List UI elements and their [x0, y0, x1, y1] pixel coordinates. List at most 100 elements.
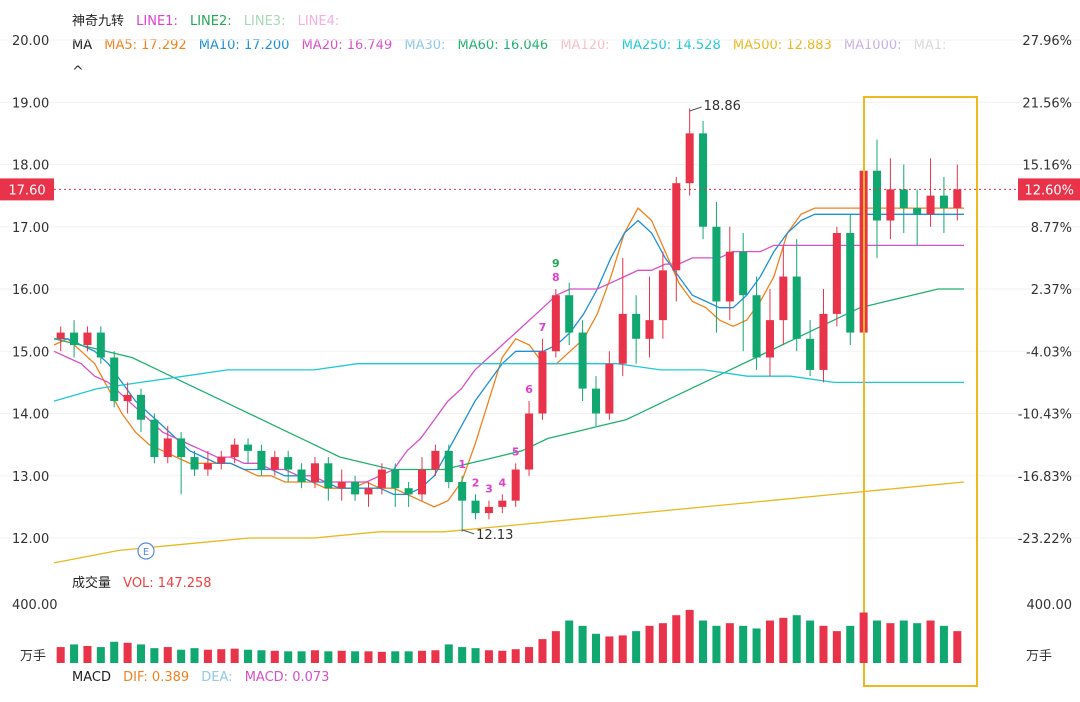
- volume-bar: [605, 636, 614, 663]
- event-marker-label: E: [143, 547, 149, 558]
- candle-body: [190, 457, 199, 470]
- volume-bar: [83, 646, 92, 663]
- candle-body: [310, 463, 319, 482]
- candle-body: [391, 469, 400, 489]
- ma120-label: MA120:: [560, 38, 610, 53]
- line3-label: LINE3:: [243, 14, 286, 29]
- volume-bar: [752, 628, 761, 663]
- volume-bar: [685, 609, 694, 663]
- ma1-label: MA1:: [913, 38, 947, 53]
- candle-body: [364, 488, 373, 495]
- volume-header: 成交量 VOL: 147.258: [72, 572, 220, 591]
- candle-body: [873, 170, 882, 221]
- candle-body: [203, 463, 212, 470]
- ma-title: MA: [72, 38, 93, 53]
- volume-title: 成交量: [72, 576, 112, 591]
- macd-title: MACD: [72, 670, 111, 685]
- volume-bar: [297, 651, 306, 663]
- current-price-right: 12.60%: [1024, 183, 1074, 198]
- candle-body: [819, 313, 828, 370]
- candle-body: [605, 363, 614, 414]
- volume-bar: [351, 651, 360, 663]
- td-mark: 6: [525, 383, 533, 396]
- macd-header: MACD DIF: 0.389 DEA: MACD: 0.073: [72, 670, 337, 685]
- y-tick-left: 14.00: [12, 408, 49, 423]
- collapse-chevron-icon[interactable]: ^: [72, 64, 84, 80]
- ma500-label: MA500: 12.883: [732, 38, 832, 53]
- volume-tick-right: 400.00: [1027, 598, 1073, 613]
- volume-bar: [578, 625, 587, 663]
- candles: [56, 108, 962, 532]
- candle-body: [618, 313, 627, 364]
- td-mark: 5: [512, 445, 520, 458]
- current-price-tag-left: [0, 178, 54, 201]
- candle-body: [752, 295, 761, 358]
- volume-bar: [832, 631, 841, 663]
- td-mark: 8: [552, 271, 560, 284]
- candle-body: [926, 195, 935, 215]
- candle-body: [565, 295, 574, 333]
- candle-body: [953, 189, 962, 209]
- y-tick-left: 13.00: [12, 470, 49, 485]
- volume-bar: [257, 650, 266, 663]
- macd-dif: DIF: 0.389: [123, 670, 190, 685]
- candle-body: [551, 295, 560, 352]
- candle-body: [257, 450, 266, 470]
- candle-body: [672, 183, 681, 271]
- ma250-label: MA250: 14.528: [621, 38, 721, 53]
- volume-bar: [806, 620, 815, 663]
- volume-bar: [70, 644, 79, 663]
- y-tick-left: 17.00: [12, 221, 49, 236]
- volume-value: VOL: 147.258: [123, 576, 212, 591]
- volume-bar: [632, 631, 641, 663]
- volume-bar: [672, 615, 681, 663]
- volume-bar: [284, 651, 293, 663]
- volume-bar: [525, 647, 534, 663]
- low-label: 12.13: [476, 528, 513, 543]
- volume-bar: [699, 620, 708, 663]
- volume-bar: [886, 623, 895, 663]
- y-tick-left: 20.00: [12, 34, 49, 49]
- event-marker-icon: E: [137, 542, 155, 560]
- volume-bar: [337, 650, 346, 663]
- volume-unit-left: 万手: [20, 649, 46, 664]
- volume-bar: [217, 649, 226, 663]
- candle-body: [538, 351, 547, 414]
- y-tick-right: -23.22%: [1018, 532, 1072, 547]
- volume-bar: [391, 651, 400, 663]
- candle-body: [712, 226, 721, 302]
- candle-body: [217, 457, 226, 464]
- event-marker-circle: [137, 542, 155, 560]
- ma30-label: MA30:: [404, 38, 446, 53]
- candle-body: [832, 232, 841, 314]
- candle-body: [418, 469, 427, 495]
- volume-tick-left: 400.00: [12, 598, 58, 613]
- volume-bar: [444, 644, 453, 663]
- candle-body: [725, 251, 734, 302]
- ma-line-ma250: [53, 363, 964, 402]
- volume-bar: [364, 651, 373, 663]
- high-leader: [689, 106, 702, 112]
- ma-lines: [53, 207, 965, 564]
- candle-body: [110, 357, 119, 402]
- volume-bar: [150, 648, 159, 663]
- volume-bar: [645, 625, 654, 663]
- y-tick-left: 19.00: [12, 96, 49, 111]
- candle-body: [658, 270, 667, 321]
- volume-bar: [498, 650, 507, 663]
- volume-bar: [270, 650, 279, 663]
- volume-bar: [377, 651, 386, 663]
- candle-body: [431, 450, 440, 470]
- line2-label: LINE2:: [189, 14, 232, 29]
- highlight-box: [863, 96, 978, 687]
- volume-bar: [431, 650, 440, 663]
- candle-body: [779, 276, 788, 321]
- candle-body: [699, 133, 708, 227]
- y-tick-right: 2.37%: [1031, 283, 1072, 298]
- td-mark: 1: [458, 458, 466, 471]
- volume-bar: [819, 625, 828, 663]
- y-tick-left: 16.00: [12, 283, 49, 298]
- candle-body: [337, 481, 346, 489]
- volume-bar: [739, 625, 748, 663]
